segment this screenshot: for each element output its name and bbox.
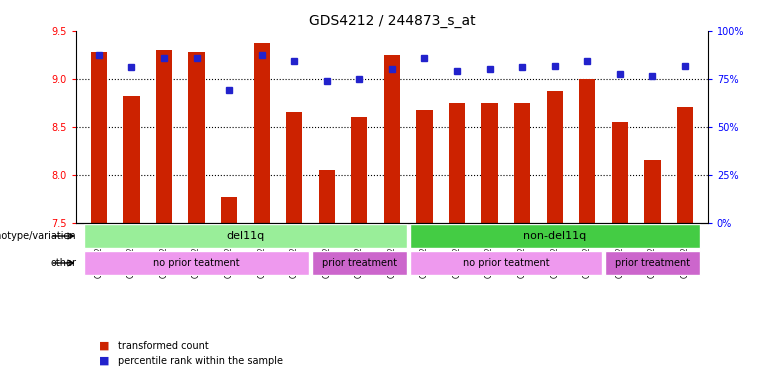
Bar xyxy=(253,43,270,223)
Text: transformed count: transformed count xyxy=(118,341,209,351)
Bar xyxy=(449,103,465,223)
Text: genotype/variation: genotype/variation xyxy=(0,231,76,241)
Text: prior treatment: prior treatment xyxy=(322,258,397,268)
Text: non-del11q: non-del11q xyxy=(523,231,586,241)
Text: other: other xyxy=(50,258,76,268)
Bar xyxy=(384,55,400,223)
Text: percentile rank within the sample: percentile rank within the sample xyxy=(118,356,283,366)
Text: del11q: del11q xyxy=(226,231,265,241)
Bar xyxy=(91,52,107,223)
Bar xyxy=(579,79,595,223)
Bar xyxy=(546,91,563,223)
Bar xyxy=(352,117,368,223)
Bar xyxy=(514,103,530,223)
FancyBboxPatch shape xyxy=(312,251,406,275)
Bar xyxy=(123,96,139,223)
Bar xyxy=(677,108,693,223)
Text: no prior teatment: no prior teatment xyxy=(153,258,240,268)
Bar xyxy=(286,112,302,223)
FancyBboxPatch shape xyxy=(84,251,309,275)
Bar xyxy=(612,122,628,223)
Title: GDS4212 / 244873_s_at: GDS4212 / 244873_s_at xyxy=(309,14,475,28)
Text: no prior teatment: no prior teatment xyxy=(463,258,549,268)
Text: prior treatment: prior treatment xyxy=(615,258,690,268)
Bar xyxy=(189,52,205,223)
Bar xyxy=(319,170,335,223)
FancyBboxPatch shape xyxy=(84,224,406,248)
Bar xyxy=(156,50,172,223)
Text: ■: ■ xyxy=(99,341,110,351)
Bar xyxy=(482,103,498,223)
FancyBboxPatch shape xyxy=(410,224,699,248)
Text: ■: ■ xyxy=(99,356,110,366)
FancyBboxPatch shape xyxy=(605,251,699,275)
Bar xyxy=(221,197,237,223)
Bar xyxy=(416,110,432,223)
Bar xyxy=(645,160,661,223)
FancyBboxPatch shape xyxy=(410,251,602,275)
